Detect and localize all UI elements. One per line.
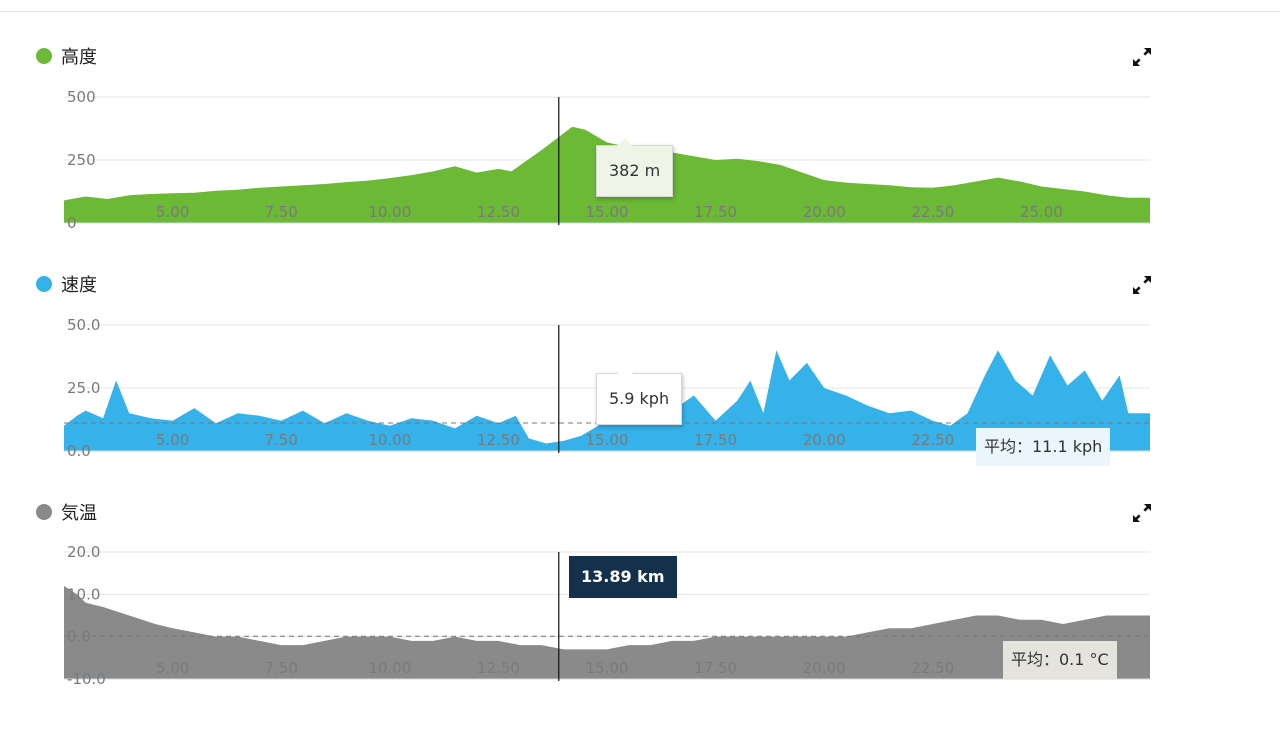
- y-tick-label: 0.0: [67, 628, 91, 646]
- y-tick-label: 10.0: [67, 585, 100, 603]
- x-tick-label: 17.50: [694, 659, 737, 677]
- x-tick-label: 20.00: [803, 203, 846, 221]
- speed-tooltip: 5.9 kph: [596, 366, 683, 425]
- elevation-title: 高度: [36, 44, 97, 68]
- x-tick-label: 12.50: [477, 659, 520, 677]
- x-tick-label: 20.00: [803, 659, 846, 677]
- expand-arrows-icon[interactable]: [1130, 45, 1154, 69]
- y-tick-label: 20.0: [67, 543, 100, 561]
- x-tick-label: 5.00: [156, 659, 189, 677]
- x-tick-label: 7.50: [264, 431, 297, 449]
- elevation-title-text: 高度: [61, 47, 97, 68]
- x-tick-label: 22.50: [911, 431, 954, 449]
- data-area: [64, 585, 1150, 679]
- x-tick-label: 12.50: [477, 203, 520, 221]
- speed-title-text: 速度: [61, 275, 97, 296]
- x-tick-label: 25.00: [1020, 203, 1063, 221]
- cursor-distance-label: 13.89 km: [569, 556, 677, 598]
- top-divider: [0, 11, 1280, 12]
- elevation-tooltip: 382 m: [596, 138, 674, 197]
- x-tick-label: 10.00: [368, 431, 411, 449]
- speed-section: 50.0 25.0 0.0 5.00 7.50 10.00 12.50 15.00 17.50 2…: [0, 272, 1280, 500]
- x-tick-label: 22.50: [911, 659, 954, 677]
- temperature-average-label: 平均：0.1 °C: [1003, 641, 1117, 679]
- expand-arrows-icon[interactable]: [1130, 501, 1154, 525]
- x-tick-label: 17.50: [694, 431, 737, 449]
- speed-average-label: 平均：11.1 kph: [976, 428, 1111, 466]
- x-tick-label: 15.00: [586, 203, 629, 221]
- y-tick-label: 0.0: [67, 442, 91, 460]
- temperature-title: 気温: [36, 500, 97, 524]
- x-tick-label: 17.50: [694, 203, 737, 221]
- expand-arrows-icon[interactable]: [1130, 273, 1154, 297]
- temperature-title-text: 気温: [61, 503, 97, 524]
- temperature-section: 20.0 10.0 0.0 -10.0 5.00 7.50 10.00 12.50 15.00 1…: [0, 500, 1280, 728]
- x-tick-label: 20.00: [803, 431, 846, 449]
- x-tick-label: 5.00: [156, 203, 189, 221]
- x-tick-label: 15.00: [586, 659, 629, 677]
- speed-title: 速度: [36, 272, 97, 296]
- x-tick-label: 22.50: [911, 203, 954, 221]
- x-tick-label: 7.50: [264, 659, 297, 677]
- x-tick-label: 7.50: [264, 203, 297, 221]
- x-tick-label: 10.00: [368, 659, 411, 677]
- data-area: [64, 350, 1150, 451]
- elevation-section: 500 250 0 5.00 7.50 10.00 12.50 15.00 17.50 20.00…: [0, 44, 1280, 272]
- x-tick-label: 15.00: [586, 431, 629, 449]
- x-tick-label: 10.00: [368, 203, 411, 221]
- elevation-legend-dot: [36, 48, 52, 64]
- y-tick-label: 0: [67, 214, 77, 232]
- x-tick-label: 12.50: [477, 431, 520, 449]
- y-tick-label: 500: [67, 88, 96, 106]
- y-tick-label: 250: [67, 151, 96, 169]
- temperature-legend-dot: [36, 504, 52, 520]
- speed-legend-dot: [36, 276, 52, 292]
- y-tick-label: -10.0: [67, 670, 106, 688]
- y-tick-label: 50.0: [67, 316, 100, 334]
- temperature-chart[interactable]: 20.0 10.0 0.0 -10.0 5.00 7.50 10.00 12.50 15.00 1…: [0, 500, 1280, 728]
- y-tick-label: 25.0: [67, 379, 100, 397]
- x-tick-label: 5.00: [156, 431, 189, 449]
